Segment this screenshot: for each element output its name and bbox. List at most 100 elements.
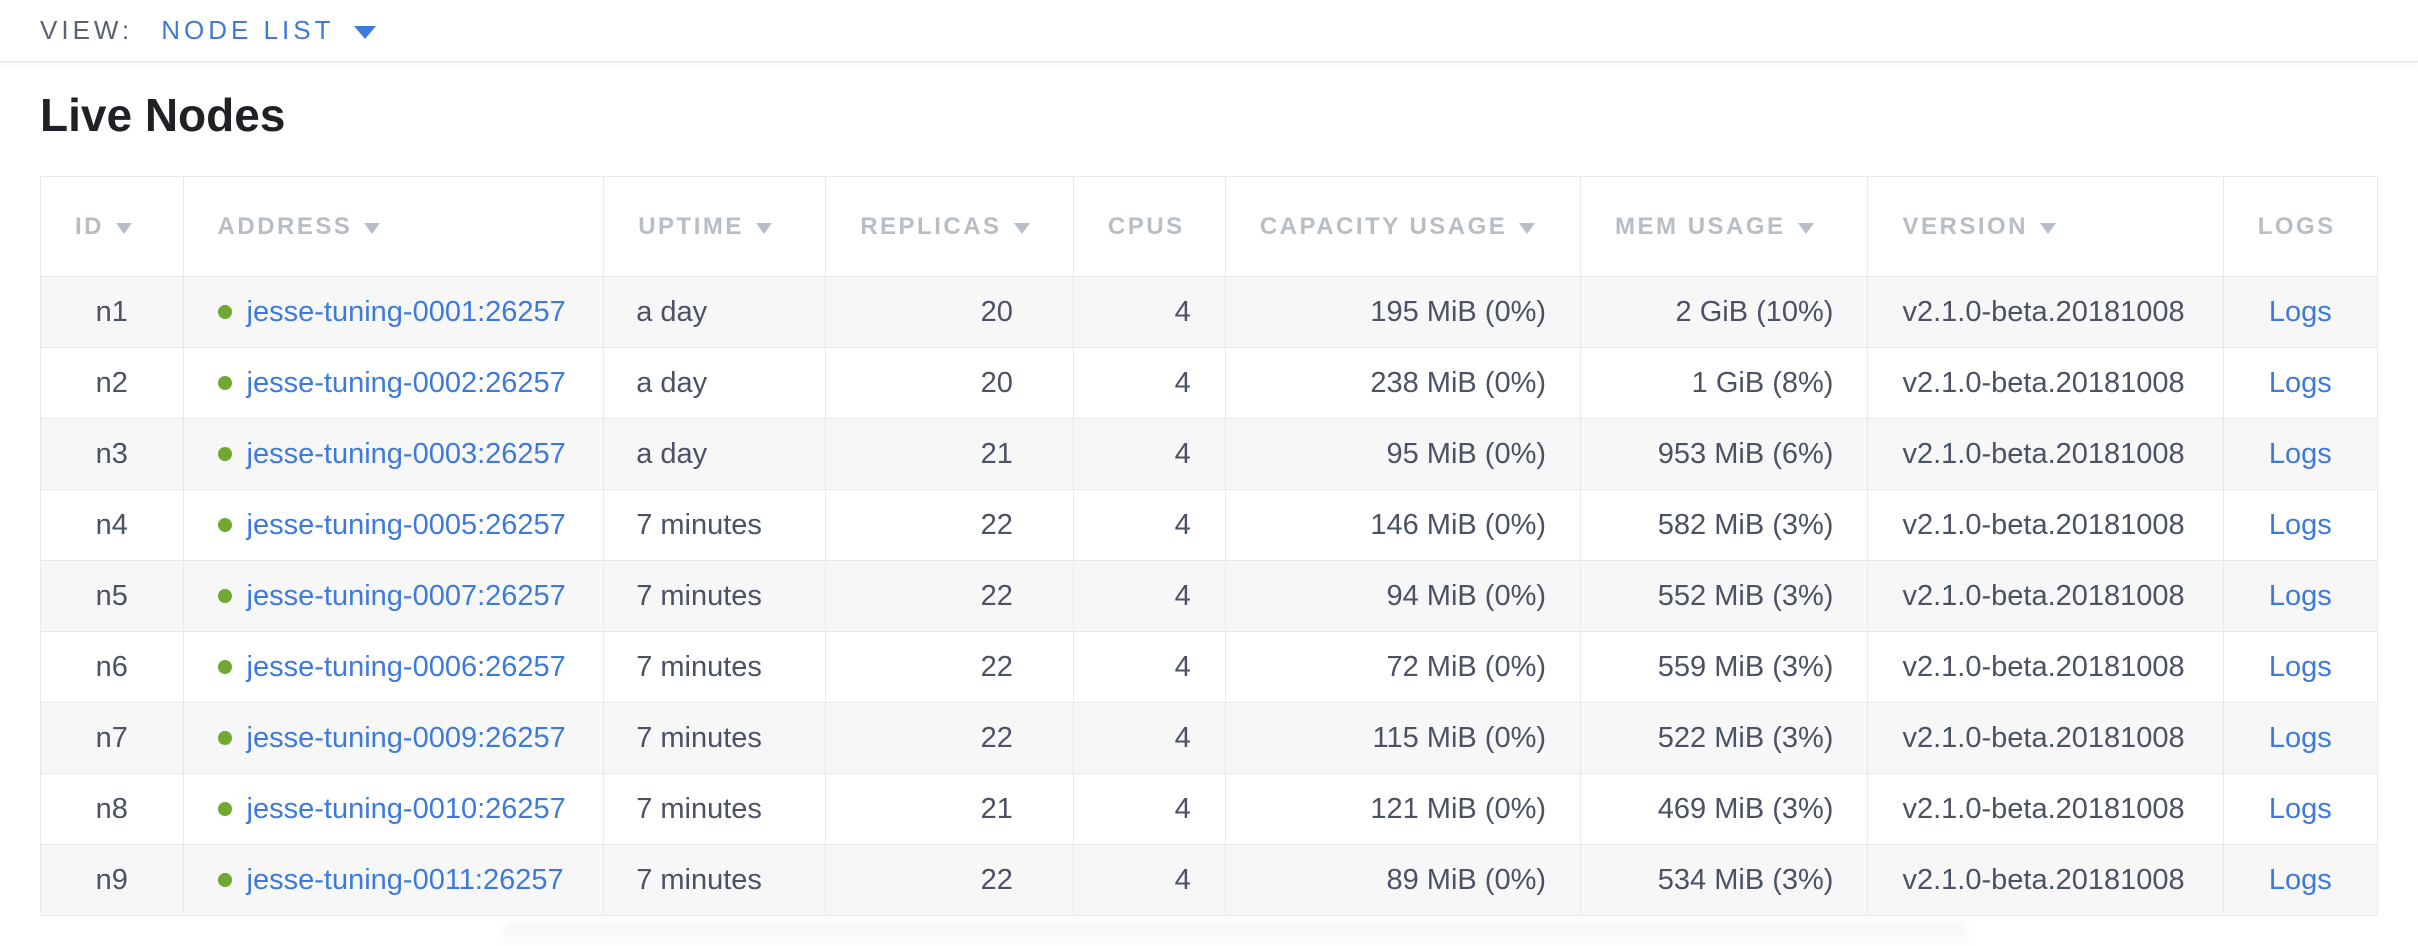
logs-cell: Logs: [2222, 773, 2379, 845]
column-header-label: UPTIME: [638, 212, 744, 240]
sort-desc-icon: [1519, 222, 1536, 234]
uptime-cell: 7 minutes: [603, 844, 827, 916]
column-header-label: REPLICAS: [860, 212, 1002, 240]
logs-link[interactable]: Logs: [2268, 579, 2332, 612]
column-header-version[interactable]: VERSION: [1867, 176, 2224, 277]
column-header-replicas[interactable]: REPLICAS: [825, 176, 1074, 277]
live-nodes-table: ID ADDRESS UPTIME REPLICAS CPUS CAPACITY USAG…: [40, 176, 2379, 916]
logs-link[interactable]: Logs: [2268, 295, 2332, 328]
address-cell: jesse-tuning-0007:26257: [182, 560, 605, 632]
column-header-uptime[interactable]: UPTIME: [603, 176, 827, 277]
cpus-cell: 4: [1072, 347, 1226, 419]
address-link[interactable]: jesse-tuning-0005:26257: [246, 508, 566, 541]
uptime-cell: 7 minutes: [603, 489, 827, 561]
address-cell: jesse-tuning-0002:26257: [182, 347, 605, 419]
capacity-cell: 146 MiB (0%): [1224, 489, 1582, 561]
address-link[interactable]: jesse-tuning-0009:26257: [246, 721, 566, 754]
uptime-cell: 7 minutes: [603, 631, 827, 703]
replicas-cell: 22: [825, 631, 1074, 703]
view-label: VIEW:: [40, 15, 134, 45]
version-cell: v2.1.0-beta.20181008: [1867, 631, 2224, 703]
version-cell: v2.1.0-beta.20181008: [1867, 560, 2224, 632]
logs-link[interactable]: Logs: [2268, 437, 2332, 470]
node-live-status-icon: [217, 304, 232, 319]
logs-cell: Logs: [2222, 347, 2379, 419]
logs-link[interactable]: Logs: [2268, 792, 2332, 825]
column-header-logs: LOGS: [2222, 176, 2379, 277]
logs-cell: Logs: [2222, 276, 2379, 348]
column-header-id[interactable]: ID: [40, 176, 184, 277]
logs-link[interactable]: Logs: [2268, 721, 2332, 754]
id-cell: n6: [40, 631, 184, 703]
address-link[interactable]: jesse-tuning-0007:26257: [246, 579, 566, 612]
logs-cell: Logs: [2222, 631, 2379, 703]
sort-desc-icon: [116, 222, 132, 234]
replicas-cell: 21: [825, 773, 1074, 845]
below-fold-shadow: [500, 922, 1970, 946]
address-link[interactable]: jesse-tuning-0001:26257: [246, 295, 566, 328]
cpus-cell: 4: [1072, 560, 1226, 632]
id-cell: n7: [40, 702, 184, 774]
node-live-status-icon: [217, 446, 232, 461]
node-live-status-icon: [217, 588, 232, 603]
logs-cell: Logs: [2222, 560, 2379, 632]
capacity-cell: 238 MiB (0%): [1224, 347, 1582, 419]
mem-cell: 2 GiB (10%): [1580, 276, 1869, 348]
node-live-status-icon: [217, 801, 232, 816]
id-cell: n4: [40, 489, 184, 561]
node-live-status-icon: [217, 872, 232, 887]
node-row: n6 jesse-tuning-0006:26257 7 minutes 22 4 72 …: [40, 631, 2379, 703]
version-cell: v2.1.0-beta.20181008: [1867, 489, 2224, 561]
replicas-cell: 20: [825, 276, 1074, 348]
id-cell: n2: [40, 347, 184, 419]
uptime-cell: a day: [603, 418, 827, 490]
logs-link[interactable]: Logs: [2268, 508, 2332, 541]
mem-cell: 1 GiB (8%): [1580, 347, 1869, 419]
version-cell: v2.1.0-beta.20181008: [1867, 276, 2224, 348]
capacity-cell: 89 MiB (0%): [1224, 844, 1582, 916]
sort-desc-icon: [2040, 222, 2056, 234]
cpus-cell: 4: [1072, 844, 1226, 916]
column-header-label: CPUS: [1107, 212, 1185, 240]
sort-desc-icon: [755, 222, 772, 234]
replicas-cell: 22: [825, 489, 1074, 561]
address-cell: jesse-tuning-0009:26257: [182, 702, 605, 774]
cpus-cell: 4: [1072, 418, 1226, 490]
column-header-mem[interactable]: MEM USAGE: [1580, 176, 1869, 277]
column-header-label: ADDRESS: [217, 212, 353, 240]
view-selector[interactable]: NODE LIST: [161, 15, 377, 46]
address-link[interactable]: jesse-tuning-0003:26257: [246, 437, 566, 470]
logs-cell: Logs: [2222, 844, 2379, 916]
logs-link[interactable]: Logs: [2268, 650, 2332, 683]
sort-desc-icon: [1797, 222, 1814, 234]
sort-desc-icon: [364, 222, 381, 234]
cpus-cell: 4: [1072, 702, 1226, 774]
table-header-row: ID ADDRESS UPTIME REPLICAS CPUS CAPACITY USAG…: [40, 176, 2379, 277]
column-header-label: CAPACITY USAGE: [1259, 212, 1508, 240]
address-link[interactable]: jesse-tuning-0011:26257: [246, 863, 564, 896]
mem-cell: 953 MiB (6%): [1580, 418, 1869, 490]
address-link[interactable]: jesse-tuning-0002:26257: [246, 366, 566, 399]
logs-link[interactable]: Logs: [2268, 863, 2332, 896]
version-cell: v2.1.0-beta.20181008: [1867, 702, 2224, 774]
node-row: n4 jesse-tuning-0005:26257 7 minutes 22 4 146…: [40, 489, 2379, 561]
address-link[interactable]: jesse-tuning-0006:26257: [246, 650, 566, 683]
column-header-address[interactable]: ADDRESS: [182, 176, 605, 277]
logs-cell: Logs: [2222, 702, 2379, 774]
version-cell: v2.1.0-beta.20181008: [1867, 773, 2224, 845]
column-header-capacity[interactable]: CAPACITY USAGE: [1224, 176, 1582, 277]
address-cell: jesse-tuning-0003:26257: [182, 418, 605, 490]
cpus-cell: 4: [1072, 631, 1226, 703]
column-header-label: MEM USAGE: [1615, 212, 1786, 240]
node-row: n2 jesse-tuning-0002:26257 a day 20 4 238 MiB…: [40, 347, 2379, 419]
address-link[interactable]: jesse-tuning-0010:26257: [246, 792, 566, 825]
node-row: n3 jesse-tuning-0003:26257 a day 21 4 95 MiB …: [40, 418, 2379, 490]
cpus-cell: 4: [1072, 773, 1226, 845]
cpus-cell: 4: [1072, 489, 1226, 561]
logs-link[interactable]: Logs: [2268, 366, 2332, 399]
sort-desc-icon: [1013, 222, 1030, 234]
column-header-label: ID: [75, 212, 104, 240]
node-row: n9 jesse-tuning-0011:26257 7 minutes 22 4 89 …: [40, 844, 2379, 916]
logs-cell: Logs: [2222, 418, 2379, 490]
capacity-cell: 95 MiB (0%): [1224, 418, 1582, 490]
